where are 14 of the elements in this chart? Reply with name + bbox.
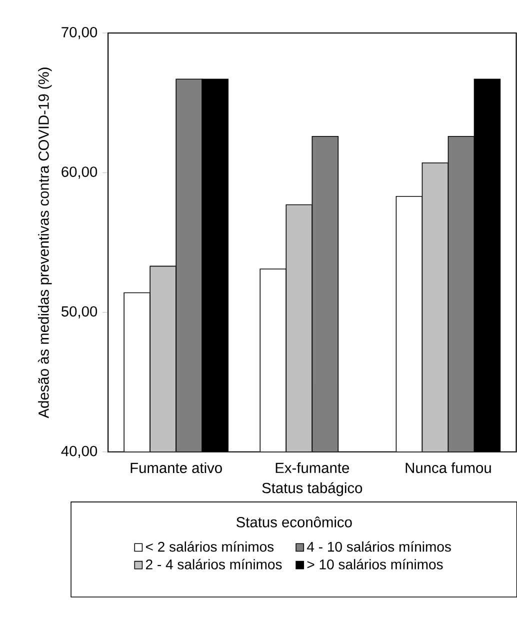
legend-label: 4 - 10 salários mínimos: [306, 541, 451, 552]
x-axis-title: Status tabágico: [262, 482, 362, 496]
y-tick-label: 50,00: [61, 306, 97, 318]
y-tick-label: 70,00: [62, 26, 97, 40]
legend-label: > 10 salários mínimos: [307, 558, 443, 570]
y-tick-label: 60,00: [62, 166, 97, 179]
legend-label: 2 - 4 salários mínimos: [146, 558, 282, 570]
legend-title: Status econômico: [236, 516, 352, 528]
x-tick-label: Fumante ativo: [130, 462, 222, 474]
y-tick-label: 40,00: [61, 446, 97, 458]
x-tick-label: Nunca fumou: [406, 462, 491, 474]
legend-label: < 2 salários mínimos: [146, 541, 274, 552]
y-axis-title: Adesão às medidas preventivas contra COVID-19 (%): [38, 68, 52, 418]
x-tick-label: Ex-fumante: [276, 462, 349, 474]
